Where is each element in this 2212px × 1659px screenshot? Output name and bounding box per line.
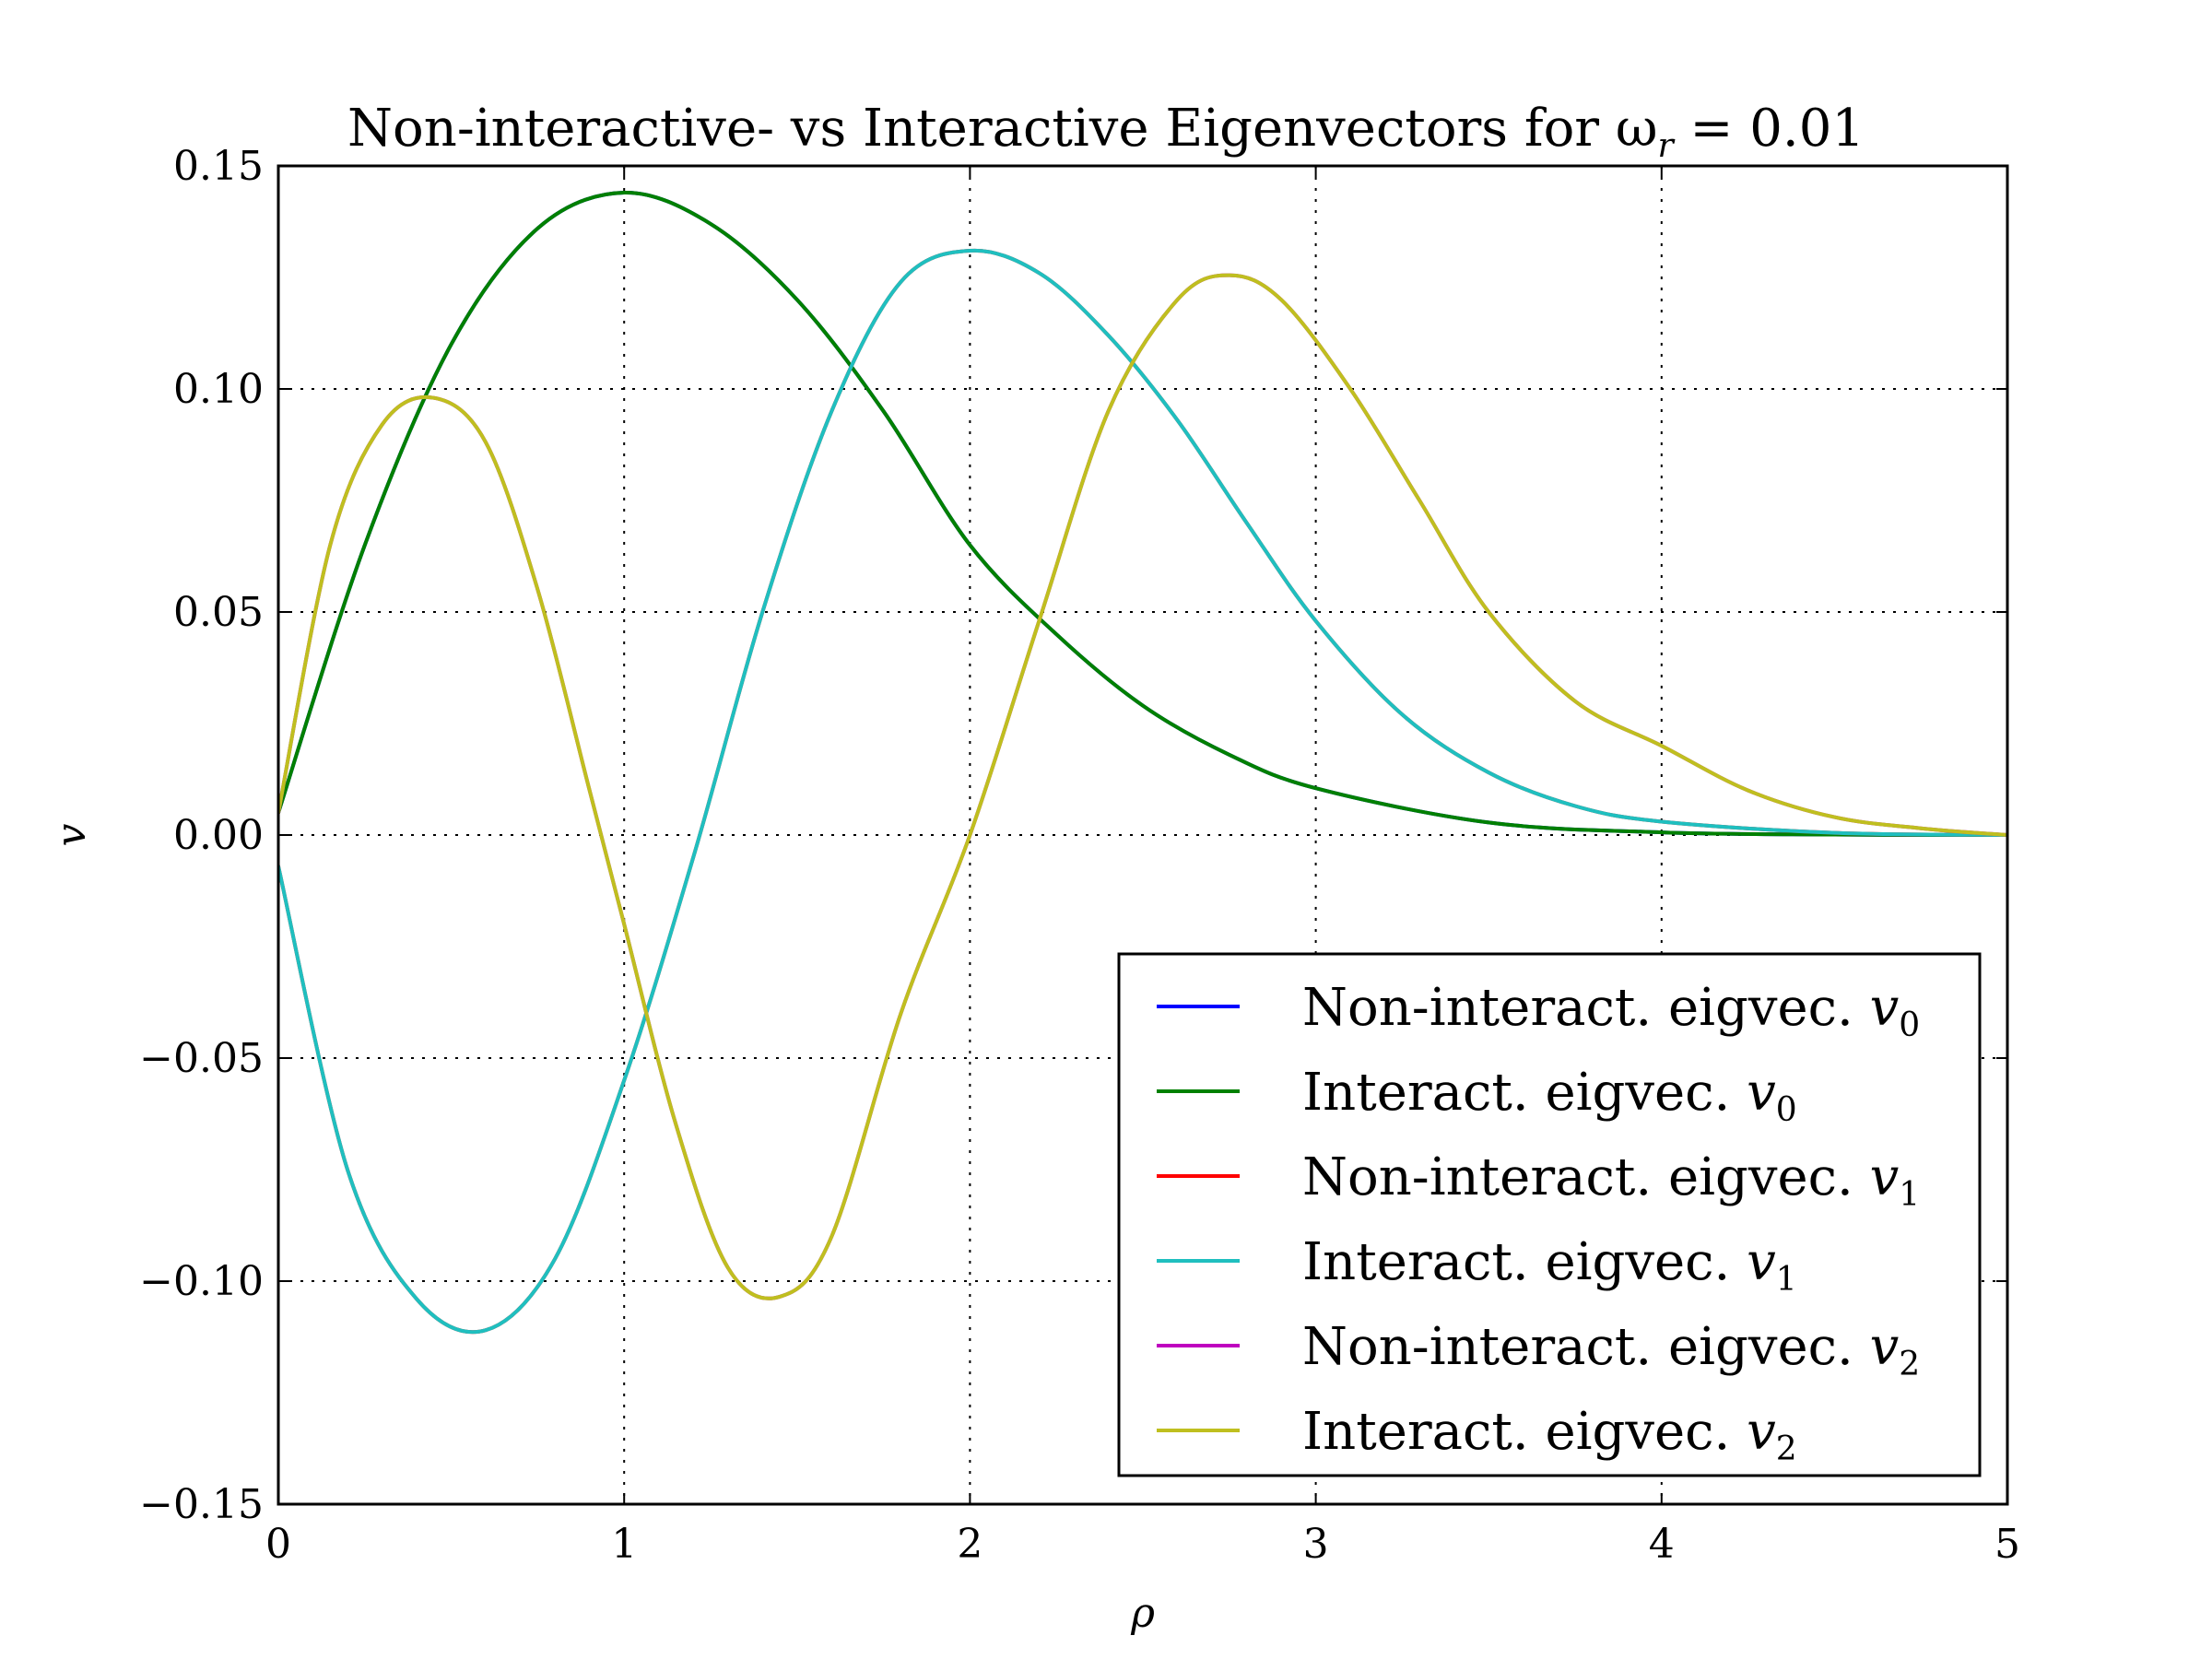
chart-title: Non-interactive- vs Interactive Eigenvec… <box>347 99 1865 165</box>
legend-label: Non-interact. eigvec. v1 <box>1302 1147 1920 1214</box>
axis-ticks: 0 1 2 3 4 5 −0.15 −0.10 −0.05 0.00 0.05 0.10 0.15 <box>139 143 2020 1568</box>
legend-label: Interact. eigvec. v1 <box>1302 1232 1797 1299</box>
x-tick-label: 2 <box>957 1521 982 1568</box>
series-line-2 <box>278 190 2007 837</box>
y-tick-label: 0.05 <box>173 589 264 636</box>
x-tick-label: 1 <box>611 1521 637 1568</box>
y-tick-label: −0.15 <box>139 1481 264 1528</box>
x-tick-label: 3 <box>1303 1521 1329 1568</box>
x-tick-label: 4 <box>1649 1521 1675 1568</box>
y-tick-label: −0.05 <box>139 1035 264 1082</box>
x-tick-label: 5 <box>1994 1521 2020 1568</box>
plot-frame <box>276 164 2009 1506</box>
legend-label: Non-interact. eigvec. v0 <box>1302 978 1920 1044</box>
series-line-6 <box>278 273 2007 1300</box>
x-axis-label: ρ <box>1130 1590 1155 1637</box>
legend-label: Non-interact. eigvec. v2 <box>1302 1317 1920 1383</box>
legend-label: Interact. eigvec. v2 <box>1302 1402 1797 1468</box>
y-tick-label: 0.10 <box>173 366 264 413</box>
y-tick-label: 0.00 <box>173 812 264 859</box>
legend: Non-interact. eigvec. v0 Interact. eigvec… <box>1117 952 1982 1477</box>
y-tick-label: −0.10 <box>139 1258 264 1305</box>
legend-label: Interact. eigvec. v0 <box>1302 1063 1797 1129</box>
series-lines <box>278 190 2007 1335</box>
series-line-4 <box>278 248 2007 1335</box>
y-tick-label: 0.15 <box>173 143 264 190</box>
x-tick-label: 0 <box>265 1521 291 1568</box>
y-axis-label: v <box>48 823 95 846</box>
legend-box <box>1117 952 1982 1477</box>
series-line-1 <box>278 190 2007 837</box>
